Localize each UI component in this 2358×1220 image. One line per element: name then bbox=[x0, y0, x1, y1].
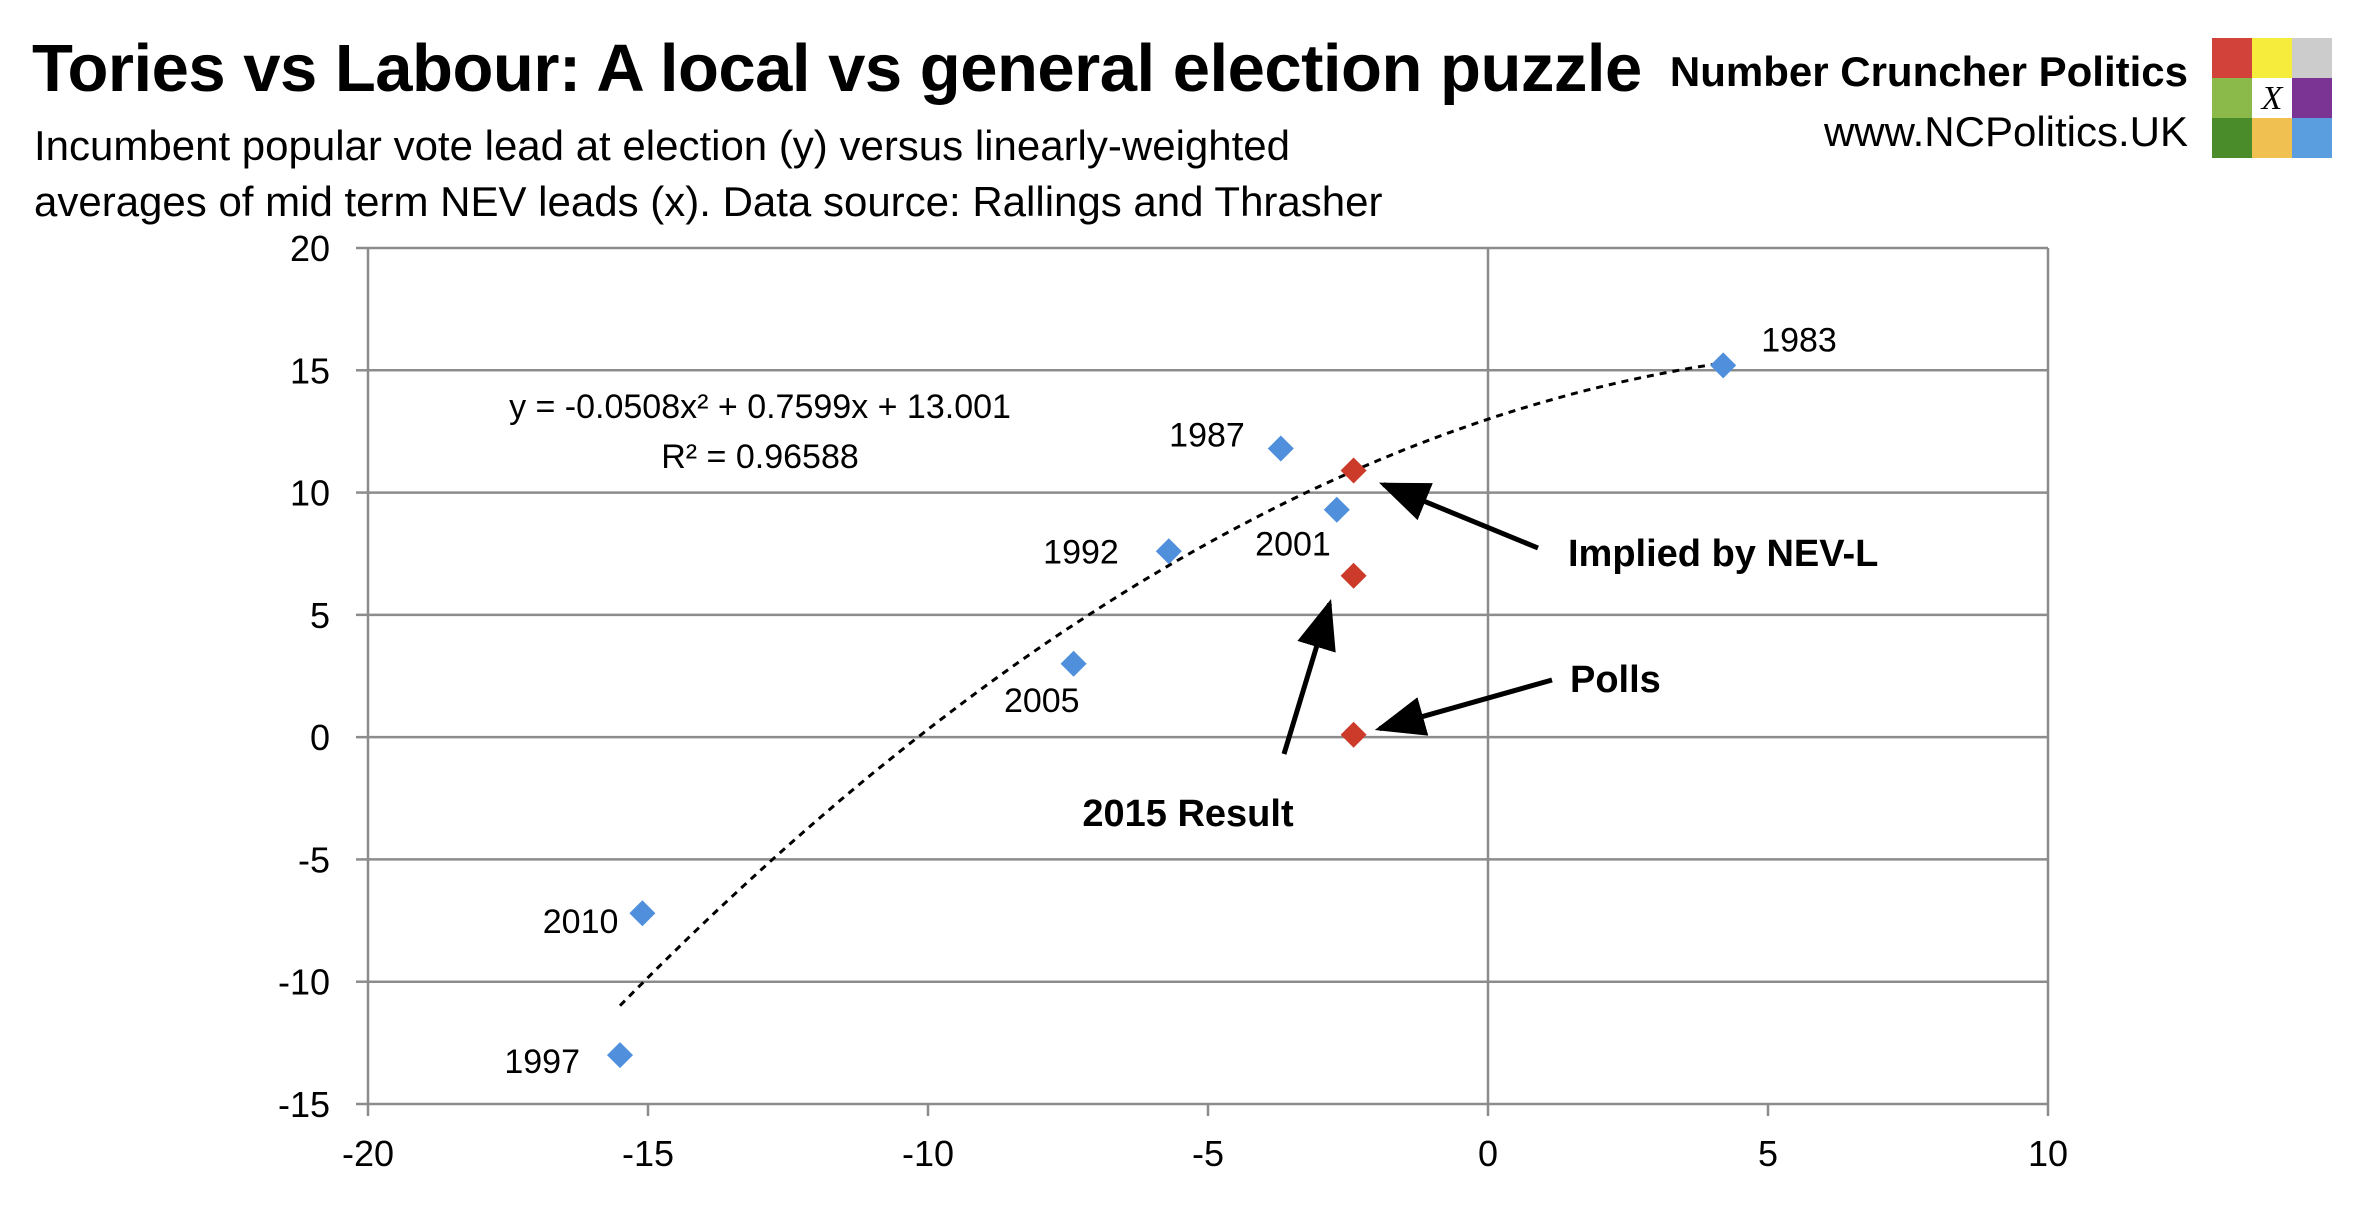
brand-logo: X bbox=[2212, 38, 2332, 158]
point-label: 1987 bbox=[1169, 417, 1245, 455]
logo-cell bbox=[2292, 118, 2332, 158]
x-tick-label: -20 bbox=[342, 1133, 394, 1174]
y-tick-label: 10 bbox=[290, 473, 330, 514]
logo-cell bbox=[2212, 118, 2252, 158]
data-point bbox=[607, 1042, 633, 1069]
logo-cell bbox=[2292, 78, 2332, 118]
data-point bbox=[1710, 352, 1737, 379]
annotation-arrow bbox=[1281, 598, 1336, 755]
logo-cell bbox=[2292, 38, 2332, 78]
x-tick-label: 10 bbox=[2028, 1133, 2068, 1174]
data-point bbox=[1267, 435, 1294, 462]
x-tick-label: 0 bbox=[1478, 1133, 1498, 1174]
logo-cell bbox=[2212, 78, 2252, 118]
data-point bbox=[1340, 721, 1367, 748]
logo-cell bbox=[2252, 118, 2292, 158]
annotation-arrow bbox=[1374, 677, 1553, 736]
annotation-arrow bbox=[1378, 482, 1539, 551]
brand-name: Number Cruncher Politics bbox=[1669, 48, 2188, 95]
data-point bbox=[1340, 457, 1367, 484]
point-label: 1983 bbox=[1761, 321, 1837, 359]
logo-cell bbox=[2212, 38, 2252, 78]
logo-mark: X bbox=[2260, 80, 2284, 117]
chart-subtitle: Incumbent popular vote lead at election … bbox=[34, 118, 1534, 230]
logo-cell bbox=[2252, 78, 2292, 118]
trendline-r-squared: R² = 0.96588 bbox=[661, 438, 859, 476]
annotation-label: Implied by NEV-L bbox=[1568, 533, 1878, 575]
point-label: 1997 bbox=[504, 1043, 580, 1081]
x-tick-label: -10 bbox=[902, 1133, 954, 1174]
point-label: 1992 bbox=[1043, 533, 1119, 571]
y-tick-label: 15 bbox=[290, 350, 330, 391]
chart-title: Tories vs Labour: A local vs general ele… bbox=[32, 31, 1642, 106]
y-tick-label: 0 bbox=[310, 717, 330, 758]
trendline-equation: y = -0.0508x² + 0.7599x + 13.001 bbox=[509, 388, 1011, 426]
data-point bbox=[1155, 538, 1182, 565]
logo-cell bbox=[2252, 38, 2292, 78]
data-point bbox=[1060, 650, 1087, 677]
point-label: 2010 bbox=[543, 903, 619, 941]
trendline bbox=[618, 361, 1724, 1007]
y-tick-label: -10 bbox=[278, 962, 330, 1003]
annotation-label: 2015 Result bbox=[1082, 793, 1294, 835]
point-label: 2005 bbox=[1004, 682, 1080, 720]
data-point bbox=[1340, 562, 1367, 589]
x-tick-label: -15 bbox=[622, 1133, 674, 1174]
y-tick-label: -15 bbox=[278, 1084, 330, 1125]
point-label: 2001 bbox=[1255, 526, 1331, 564]
annotation-label: Polls bbox=[1570, 659, 1661, 701]
data-point bbox=[1323, 496, 1350, 523]
subtitle-line-1: Incumbent popular vote lead at election … bbox=[34, 122, 1291, 169]
y-tick-label: -5 bbox=[298, 839, 330, 880]
data-point bbox=[629, 900, 656, 927]
x-tick-label: 5 bbox=[1758, 1133, 1778, 1174]
y-tick-label: 5 bbox=[310, 595, 330, 636]
x-tick-label: -5 bbox=[1192, 1133, 1224, 1174]
brand-url: www.NCPolitics.UK bbox=[1823, 108, 2188, 155]
y-tick-label: 20 bbox=[290, 228, 330, 269]
subtitle-line-2: averages of mid term NEV leads (x). Data… bbox=[34, 178, 1383, 225]
